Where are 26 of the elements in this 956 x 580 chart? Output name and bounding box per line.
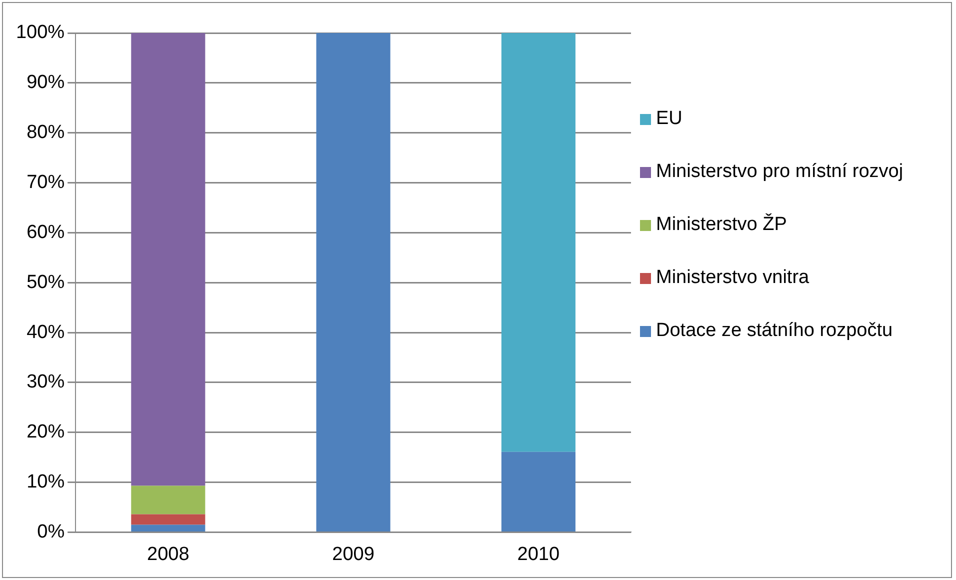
y-tick-label: 70% xyxy=(26,172,65,193)
bar xyxy=(131,486,206,514)
bar xyxy=(316,33,390,532)
y-tick-label: 90% xyxy=(26,72,65,94)
y-tick-label: 50% xyxy=(26,272,65,293)
legend-label: Dotace ze státního rozpočtu xyxy=(656,320,893,342)
y-tick-label: 80% xyxy=(26,122,65,144)
y-tick-label: 0% xyxy=(37,521,65,542)
legend-label: EU xyxy=(656,108,682,130)
legend-label: Ministerstvo pro místní rozvoj xyxy=(656,161,904,183)
bar xyxy=(501,33,576,452)
x-tick-label: 2010 xyxy=(517,544,560,565)
y-tick-label: 40% xyxy=(26,322,65,343)
x-tick-label: 2009 xyxy=(332,544,374,565)
y-tick-label: 100% xyxy=(16,22,65,44)
legend-label: Ministerstvo ŽP xyxy=(656,214,787,236)
x-tick-label: 2008 xyxy=(147,544,190,565)
y-tick-label: 10% xyxy=(26,472,65,493)
legend-label: Ministerstvo vnitra xyxy=(656,267,810,289)
bar xyxy=(131,524,206,532)
y-tick-label: 60% xyxy=(26,222,65,243)
bar xyxy=(131,514,206,525)
bar xyxy=(131,33,206,486)
y-tick-label: 30% xyxy=(26,372,65,393)
bar xyxy=(501,452,576,532)
y-tick-label: 20% xyxy=(26,422,65,443)
